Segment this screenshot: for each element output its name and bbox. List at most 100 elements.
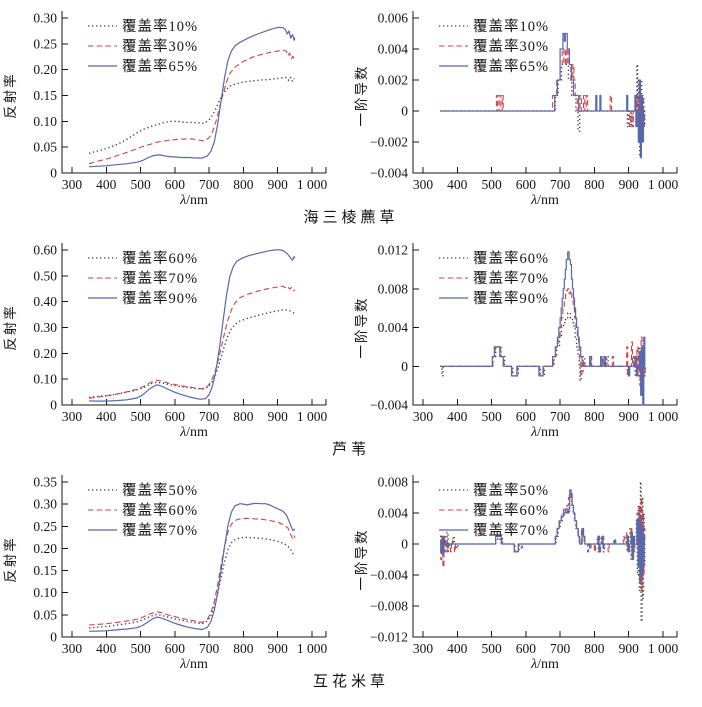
y-tick-label: 0.002 bbox=[378, 73, 408, 88]
y-tick-label: 0.004 bbox=[378, 506, 409, 521]
x-tick-label: 1 000 bbox=[648, 641, 679, 656]
x-axis-title: λ/nm bbox=[179, 425, 208, 440]
legend-label: 覆盖率50% bbox=[473, 482, 549, 499]
chart-svg-reflectance: 300 400 500 600 700 800 900 1 000 0 0.05 0.10 0.15 0… bbox=[2, 475, 327, 673]
y-tick-label: 0.50 bbox=[33, 268, 57, 283]
y-tick-label: 0.40 bbox=[33, 294, 57, 309]
y-tick-label: 0 bbox=[401, 104, 408, 119]
y-tick-label: −0.012 bbox=[370, 630, 408, 645]
series-line-dashed bbox=[88, 49, 296, 165]
x-tick-label: 500 bbox=[481, 641, 502, 656]
legend-label: 覆盖率10% bbox=[122, 18, 198, 35]
chart-row-reed: 300 400 500 600 700 800 900 1 000 0 0.10 0.20 0.30 0… bbox=[0, 235, 702, 462]
y-tick-label: 0.10 bbox=[33, 585, 57, 600]
x-axis-title: λ/nm bbox=[530, 193, 559, 208]
y-axis-title: 一阶导数 bbox=[354, 297, 369, 359]
legend-label: 覆盖率70% bbox=[473, 522, 549, 539]
y-tick-label: 0.25 bbox=[33, 519, 57, 534]
legend-item: 覆盖率70% bbox=[88, 522, 197, 539]
x-tick-label: 500 bbox=[481, 177, 502, 192]
legend-item: 覆盖率60% bbox=[88, 502, 198, 519]
legend-item: 覆盖率50% bbox=[88, 482, 197, 499]
legend-label: 覆盖率60% bbox=[122, 502, 198, 519]
x-tick-label: 1 000 bbox=[648, 409, 679, 424]
x-tick-label: 700 bbox=[550, 409, 571, 424]
legend-label: 覆盖率60% bbox=[473, 502, 549, 519]
y-tick-label: 0.60 bbox=[33, 243, 57, 258]
y-axis-title: 反射率 bbox=[2, 536, 18, 583]
series-line-solid bbox=[440, 251, 646, 406]
legend-label: 覆盖率30% bbox=[122, 38, 198, 55]
x-tick-label: 800 bbox=[233, 641, 254, 656]
axis-frame bbox=[412, 11, 677, 174]
x-tick-label: 800 bbox=[233, 177, 254, 192]
series-line-dotted bbox=[89, 309, 296, 398]
x-tick-label: 500 bbox=[130, 177, 151, 192]
y-tick-label: −0.004 bbox=[370, 568, 408, 583]
chart-reed-derivative: 300 400 500 600 700 800 900 1 000 −0.004 0 0.004 0.… bbox=[351, 235, 702, 441]
y-tick-label: 0.15 bbox=[33, 88, 57, 103]
y-tick-label: 0.30 bbox=[33, 11, 57, 26]
legend-item: 覆盖率65% bbox=[439, 58, 548, 75]
series-line-solid bbox=[440, 32, 645, 159]
x-tick-label: 600 bbox=[516, 409, 537, 424]
axis-frame bbox=[61, 243, 326, 406]
y-tick-label: 0.20 bbox=[33, 62, 57, 77]
legend-item: 覆盖率70% bbox=[88, 270, 198, 287]
y-tick-label: 0.30 bbox=[33, 320, 57, 335]
y-tick-label: 0.012 bbox=[378, 243, 408, 258]
y-tick-label: 0.008 bbox=[378, 281, 409, 296]
chart-svg-reflectance: 300 400 500 600 700 800 900 1 000 0 0.05 0.10 0.15 0… bbox=[2, 11, 327, 209]
x-axis-title: λ/nm bbox=[530, 425, 559, 440]
legend-item: 覆盖率90% bbox=[88, 290, 198, 307]
y-tick-label: 0 bbox=[50, 166, 57, 181]
x-tick-label: 400 bbox=[96, 409, 117, 424]
x-tick-label: 500 bbox=[481, 409, 502, 424]
x-tick-label: 700 bbox=[550, 177, 571, 192]
x-tick-label: 600 bbox=[516, 177, 537, 192]
legend-item: 覆盖率60% bbox=[439, 250, 549, 267]
chart-spartina-reflectance: 300 400 500 600 700 800 900 1 000 0 0.05 0.10 0.15 0… bbox=[0, 467, 351, 673]
y-tick-label: 0.004 bbox=[378, 320, 409, 335]
series-line-dashed bbox=[89, 517, 296, 626]
x-tick-label: 800 bbox=[233, 409, 254, 424]
x-tick-label: 600 bbox=[165, 641, 186, 656]
x-tick-label: 1 000 bbox=[297, 409, 328, 424]
x-tick-label: 300 bbox=[62, 409, 83, 424]
legend-item: 覆盖率65% bbox=[88, 58, 197, 75]
x-tick-label: 400 bbox=[96, 641, 117, 656]
y-tick-label: 0.05 bbox=[33, 607, 57, 622]
series-line-dashed bbox=[440, 48, 646, 143]
x-tick-label: 900 bbox=[619, 177, 640, 192]
x-axis-title: λ/nm bbox=[179, 193, 208, 208]
series-line-dotted bbox=[88, 76, 295, 155]
x-tick-label: 300 bbox=[62, 177, 83, 192]
axis-frame bbox=[61, 11, 326, 174]
chart-scirpus-reflectance: 300 400 500 600 700 800 900 1 000 0 0.05 0.10 0.15 0… bbox=[0, 3, 351, 209]
chart-pair-reed: 300 400 500 600 700 800 900 1 000 0 0.10 0.20 0.30 0… bbox=[0, 235, 702, 441]
x-tick-label: 900 bbox=[268, 641, 289, 656]
chart-svg-first-derivative: 300 400 500 600 700 800 900 1 000 −0.012 −0.008 −0… bbox=[354, 475, 679, 673]
legend-label: 覆盖率60% bbox=[473, 250, 549, 267]
legend-label: 覆盖率30% bbox=[473, 38, 549, 55]
y-tick-label: 0.10 bbox=[33, 114, 57, 129]
legend-label: 覆盖率90% bbox=[122, 290, 198, 307]
legend-item: 覆盖率70% bbox=[439, 522, 549, 539]
series-line-solid bbox=[89, 502, 296, 632]
chart-reed-reflectance: 300 400 500 600 700 800 900 1 000 0 0.10 0.20 0.30 0… bbox=[0, 235, 351, 441]
x-tick-label: 300 bbox=[413, 409, 434, 424]
chart-row-scirpus: 300 400 500 600 700 800 900 1 000 0 0.05 0.10 0.15 0… bbox=[0, 3, 702, 230]
legend-label: 覆盖率70% bbox=[122, 270, 198, 287]
legend-label: 覆盖率70% bbox=[473, 270, 549, 287]
x-tick-label: 400 bbox=[447, 641, 468, 656]
x-tick-label: 800 bbox=[584, 641, 605, 656]
chart-pair-scirpus: 300 400 500 600 700 800 900 1 000 0 0.05 0.10 0.15 0… bbox=[0, 3, 702, 209]
x-tick-label: 600 bbox=[516, 641, 537, 656]
x-tick-label: 600 bbox=[165, 177, 186, 192]
x-tick-label: 400 bbox=[447, 177, 468, 192]
x-tick-label: 900 bbox=[619, 641, 640, 656]
chart-svg-reflectance: 300 400 500 600 700 800 900 1 000 0 0.10 0.20 0.30 0… bbox=[2, 243, 328, 441]
y-tick-label: 0 bbox=[50, 398, 57, 413]
y-tick-label: 0.10 bbox=[33, 372, 57, 387]
